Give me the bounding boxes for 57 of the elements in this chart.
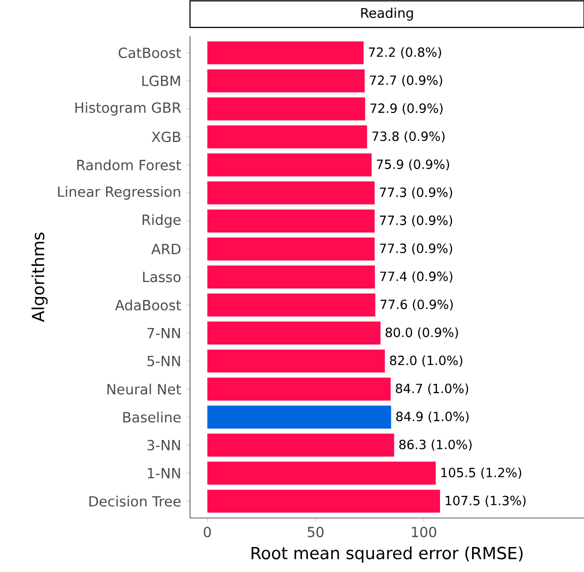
- y-axis-title: Algorithms: [31, 232, 48, 322]
- data-label: 72.9 (0.9%): [370, 103, 443, 115]
- bar: [207, 294, 376, 317]
- y-tick-label: 3-NN: [147, 440, 180, 450]
- data-label: 73.8 (0.9%): [372, 131, 445, 143]
- bar: [207, 209, 375, 232]
- bar: [207, 237, 375, 260]
- bar: [207, 97, 366, 120]
- data-label: 72.2 (0.8%): [368, 47, 442, 58]
- bar: [207, 69, 365, 92]
- y-tick-label: Random Forest: [77, 160, 181, 170]
- data-label: 77.6 (0.9%): [380, 299, 453, 311]
- y-tick-label: ARD: [151, 244, 180, 254]
- x-tick-label: 100: [412, 526, 436, 538]
- y-tick-label: LGBM: [142, 76, 180, 86]
- data-label: 72.7 (0.9%): [370, 75, 442, 86]
- chart-title: Reading: [361, 8, 413, 21]
- data-label: 84.7 (1.0%): [396, 383, 468, 395]
- bar: [207, 406, 392, 429]
- data-label: 75.9 (0.9%): [376, 159, 450, 171]
- data-label: 80.0 (0.9%): [386, 327, 458, 339]
- bar: [207, 490, 440, 513]
- x-tick-label: 50: [308, 526, 324, 538]
- bar: [207, 462, 436, 485]
- y-tick-label: 1-NN: [148, 468, 180, 478]
- y-tick-label: AdaBoost: [115, 300, 181, 310]
- bar: [207, 434, 394, 457]
- y-tick-label: 5-NN: [147, 356, 180, 366]
- data-label: 77.3 (0.9%): [380, 215, 452, 227]
- y-tick-label: XGB: [152, 132, 180, 142]
- y-tick-label: Histogram GBR: [75, 102, 181, 116]
- data-label: 86.3 (1.0%): [399, 439, 472, 451]
- bar: [207, 125, 368, 148]
- bar: [207, 41, 364, 64]
- y-tick-label: Baseline: [123, 412, 181, 423]
- data-label: 77.3 (0.9%): [380, 187, 452, 199]
- bar: [207, 153, 372, 176]
- y-tick-label: CatBoost: [118, 48, 181, 58]
- data-label: 77.3 (0.9%): [380, 243, 452, 255]
- data-label: 77.4 (0.9%): [380, 271, 452, 283]
- y-tick-label: Lasso: [143, 272, 181, 282]
- bar: [207, 181, 375, 204]
- bar: [207, 350, 385, 373]
- data-label: 105.5 (1.2%): [441, 468, 522, 479]
- data-label: 84.9 (1.0%): [396, 411, 469, 423]
- bar: [207, 378, 391, 401]
- bar: [207, 322, 381, 345]
- y-tick-label: 7-NN: [148, 328, 180, 338]
- bar: [207, 266, 375, 288]
- data-label: 82.0 (1.0%): [390, 355, 462, 367]
- x-tick-label: 0: [204, 526, 211, 538]
- y-tick-label: Neural Net: [107, 384, 181, 394]
- y-tick-label: Decision Tree: [89, 496, 181, 507]
- x-axis-title: Root mean squared error (RMSE): [252, 546, 523, 563]
- y-tick-label: Ridge: [142, 214, 181, 228]
- y-tick-label: Linear Regression: [58, 186, 180, 200]
- data-label: 107.5 (1.3%): [446, 496, 526, 507]
